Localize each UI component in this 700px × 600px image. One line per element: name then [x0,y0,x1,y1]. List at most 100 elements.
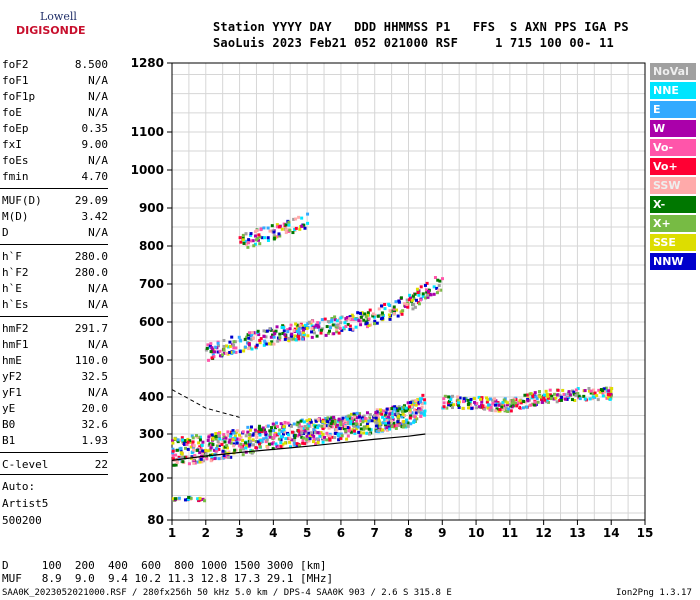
profile-curve [171,433,426,461]
echo-point [293,334,297,338]
param-value: N/A [88,298,108,311]
echo-point [351,315,355,319]
echo-point [576,392,580,396]
echo-point [479,397,483,401]
echo-point [384,413,388,417]
echo-point [272,335,276,339]
echo-point [293,227,297,231]
echo-point [191,440,195,444]
param-separator [0,474,108,475]
echo-point [185,455,189,459]
param-row-h-f: h`F 280.0 [2,250,108,266]
echo-point [276,433,280,437]
echo-point [305,440,309,444]
echo-point [252,336,256,340]
echo-point [182,456,186,460]
echo-point [193,454,197,458]
echo-point [330,425,334,429]
echo-point [359,323,363,327]
param-value: N/A [88,154,108,167]
echo-point [472,396,476,400]
echo-point [330,416,334,420]
echo-point [232,431,236,435]
echo-point [388,427,392,431]
legend-item-ssw: SSW [650,177,696,194]
echo-point [241,453,245,457]
echo-point [326,331,330,335]
echo-point [605,389,609,393]
echo-point [320,318,324,322]
echo-point [180,436,184,440]
echo-point [307,424,311,428]
echo-point [378,411,382,415]
echo-point [215,444,219,448]
echo-point [413,305,417,309]
echo-point [266,236,270,240]
echo-point [610,387,614,391]
echo-point [426,293,430,297]
echo-point [222,338,226,342]
echo-point [298,433,302,437]
echo-point [591,392,595,396]
echo-point [306,431,310,435]
echo-point [298,443,302,447]
echo-point [312,434,316,438]
echo-point [225,444,229,448]
echo-point [258,445,262,449]
echo-point [305,419,309,423]
echo-point [435,291,439,295]
echo-point [190,455,194,459]
echo-point [480,396,484,400]
echo-point [326,420,330,424]
echo-point [375,408,379,412]
echo-point [289,445,293,449]
param-key: hmF2 [2,322,29,335]
echo-point [224,344,228,348]
echo-point [461,400,465,404]
echo-point [229,455,233,459]
x-tick-label: 12 [535,526,552,540]
echo-point [306,212,310,216]
x-tick-label: 4 [269,526,277,540]
echo-point [281,331,285,335]
echo-point [395,407,399,411]
logo-digisonde-text: DIGISONDE [16,24,86,37]
echo-point [344,419,348,423]
echo-point [293,443,297,447]
echo-point [414,298,418,302]
echo-point [339,432,343,436]
echo-point [220,457,224,461]
echo-point [437,288,441,292]
echo-point [214,432,218,436]
echo-point [366,417,370,421]
echo-point [414,399,418,403]
echo-point [410,402,414,406]
echo-point [282,329,286,333]
echo-point [333,419,337,423]
echo-point [286,433,290,437]
echo-point [348,317,352,321]
echo-point [327,436,331,440]
echo-point [447,403,451,407]
echo-point [292,422,296,426]
echo-point [559,398,563,402]
echo-point [206,438,210,442]
echo-point [387,302,391,306]
echo-point [376,314,380,318]
echo-point [587,386,591,390]
echo-point [355,411,359,415]
echo-point [173,437,177,441]
echo-point [449,404,453,408]
echo-point [436,278,440,282]
echo-point [203,499,207,503]
echo-point [419,414,423,418]
param-value: N/A [88,90,108,103]
echo-point [201,440,205,444]
echo-point [570,398,574,402]
echo-point [545,400,549,404]
echo-point [326,434,330,438]
echo-point [308,421,312,425]
echo-point [323,422,327,426]
echo-point [292,217,296,221]
echo-point [261,426,265,430]
